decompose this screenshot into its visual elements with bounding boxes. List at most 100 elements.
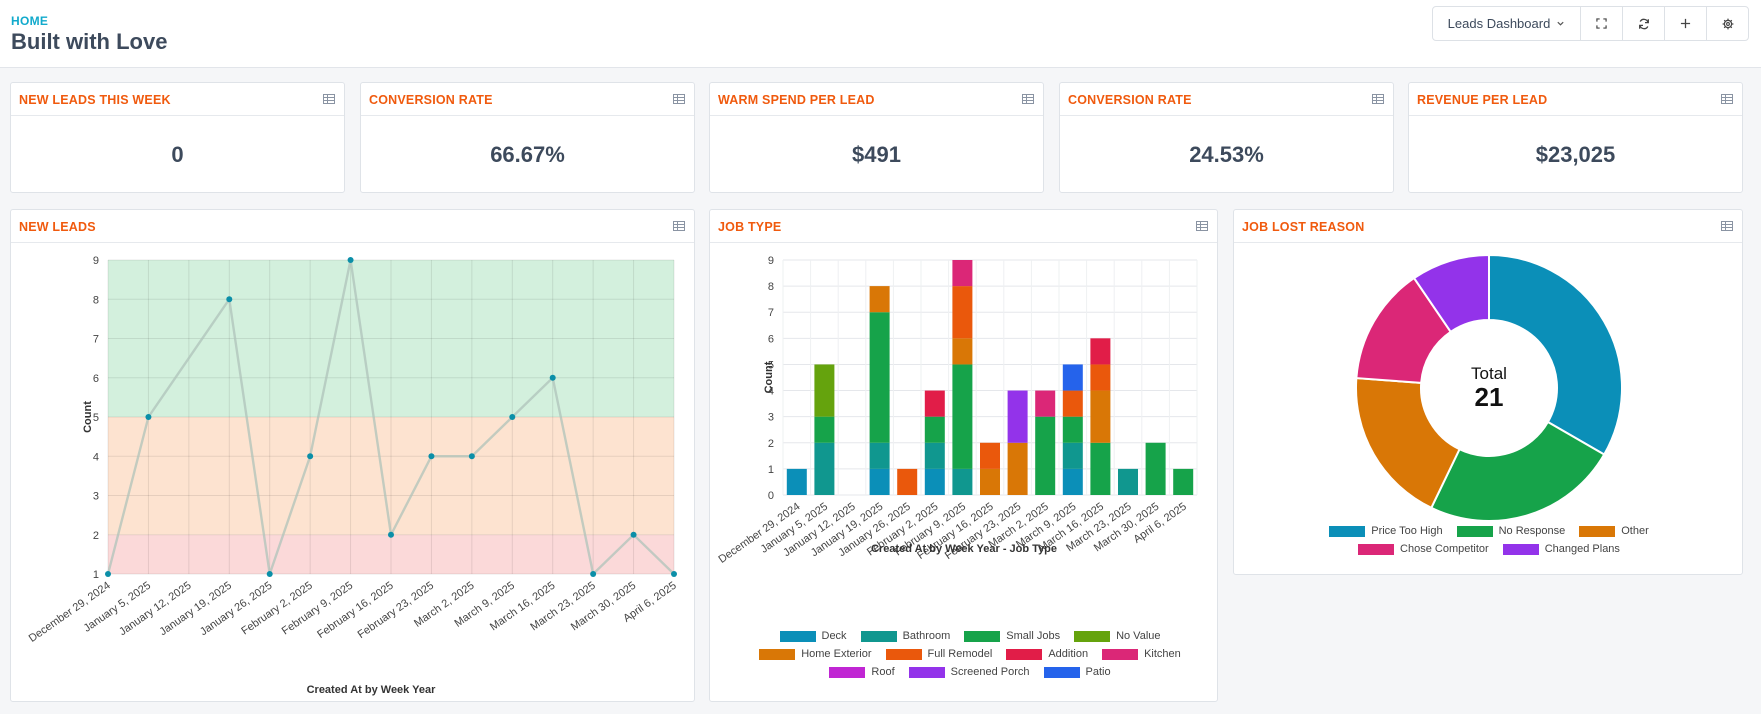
- data-point: [428, 453, 435, 460]
- x-axis-label: Created At by Week Year: [307, 684, 437, 696]
- bar-segment: [952, 260, 973, 287]
- y-axis-label: Count: [763, 361, 775, 393]
- legend-swatch: [779, 630, 816, 642]
- table-icon[interactable]: [322, 92, 336, 106]
- y-tick-label: 5: [93, 412, 99, 424]
- kpi-title: NEW LEADS THIS WEEK: [19, 93, 171, 107]
- x-tick-label: February 2, 2025: [239, 580, 315, 638]
- data-point: [307, 453, 314, 460]
- legend-item[interactable]: Chose Competitor: [1358, 543, 1489, 555]
- gear-icon: [1722, 18, 1733, 29]
- data-point: [590, 571, 597, 577]
- bar-segment: [869, 312, 890, 443]
- add-button[interactable]: [1664, 7, 1706, 40]
- x-tick-label: January 19, 2025: [157, 580, 234, 639]
- table-icon[interactable]: [1720, 92, 1734, 106]
- legend-label: Addition: [1048, 648, 1089, 660]
- legend-item[interactable]: Price Too High: [1329, 525, 1443, 537]
- legend-item[interactable]: Other: [1579, 525, 1649, 537]
- bar-segment: [814, 442, 835, 495]
- bar-segment: [1007, 390, 1028, 443]
- bar-segment: [1035, 390, 1056, 417]
- x-tick-label: January 12, 2025: [117, 580, 194, 639]
- kpi-value: $491: [852, 142, 901, 167]
- bar-segment: [1090, 390, 1111, 443]
- legend-item[interactable]: Changed Plans: [1502, 543, 1620, 555]
- legend-item[interactable]: Patio: [1043, 666, 1111, 678]
- donut-center-value: 21: [1475, 382, 1504, 412]
- bar-segment: [869, 468, 890, 495]
- legend-swatch: [1579, 525, 1616, 537]
- kpi-value: 0: [171, 142, 184, 167]
- legend-swatch: [1006, 648, 1043, 660]
- panel-title: JOB TYPE: [718, 220, 782, 234]
- legend-item[interactable]: Roof: [829, 666, 895, 678]
- bar-segment: [980, 442, 1000, 469]
- legend-label: Price Too High: [1371, 525, 1443, 537]
- y-tick-label: 0: [768, 490, 774, 502]
- legend-item[interactable]: Full Remodel: [885, 648, 992, 660]
- dashboard-select-label: Leads Dashboard: [1447, 16, 1551, 31]
- new-leads-panel: NEW LEADS 1 2 3 4 5 6 7 8 9 December 29, 2024 Janu…: [10, 209, 695, 702]
- table-icon[interactable]: [1195, 219, 1209, 233]
- pie-slice: [1429, 420, 1606, 522]
- refresh-button[interactable]: [1622, 7, 1664, 40]
- bar-segment: [1118, 468, 1138, 495]
- x-axis-label: Created At by Week Year - Job Type: [871, 543, 1057, 555]
- legend-item[interactable]: Kitchen: [1102, 648, 1181, 660]
- legend-item[interactable]: Screened Porch: [908, 666, 1030, 678]
- legend-label: Roof: [871, 666, 895, 678]
- series-line: [106, 259, 675, 577]
- data-point: [630, 531, 637, 538]
- kpi-card-conversion-rate-2: CONVERSION RATE 24.53%: [1059, 82, 1394, 193]
- y-tick-label: 7: [93, 334, 99, 346]
- kpi-title: REVENUE PER LEAD: [1417, 93, 1548, 107]
- legend-swatch: [964, 630, 1001, 642]
- settings-button[interactable]: [1706, 7, 1748, 40]
- bar-segment: [1062, 364, 1083, 391]
- legend-swatch: [908, 666, 945, 678]
- bar-segment: [814, 364, 835, 417]
- table-icon[interactable]: [1021, 92, 1035, 106]
- legend-item[interactable]: Addition: [1006, 648, 1088, 660]
- fullscreen-button[interactable]: [1580, 7, 1622, 40]
- y-tick-label: 5: [768, 359, 774, 371]
- bar-segment: [1035, 416, 1056, 495]
- bar-segment: [869, 286, 890, 313]
- refresh-icon: [1638, 18, 1649, 29]
- kpi-card-new-leads: NEW LEADS THIS WEEK 0: [10, 82, 345, 193]
- bar-segment: [980, 468, 1000, 495]
- table-icon[interactable]: [1371, 92, 1385, 106]
- legend-item[interactable]: No Value: [1074, 630, 1161, 642]
- dashboard-select[interactable]: Leads Dashboard: [1433, 7, 1580, 40]
- job-type-legend: Deck Bathroom Small Jobs No Value Home Exter…: [750, 630, 1190, 684]
- legend-item[interactable]: Home Exterior: [759, 648, 872, 660]
- y-tick-label: 4: [768, 386, 774, 398]
- table-icon[interactable]: [1720, 219, 1734, 233]
- legend-item[interactable]: Small Jobs: [964, 630, 1060, 642]
- y-tick-label: 4: [93, 451, 99, 463]
- breadcrumb[interactable]: HOME: [11, 14, 49, 28]
- bar-segment: [1145, 442, 1166, 495]
- bar-segment: [924, 416, 945, 443]
- legend-label: Small Jobs: [1006, 630, 1061, 642]
- table-icon[interactable]: [672, 92, 686, 106]
- data-point: [671, 571, 677, 577]
- legend-swatch: [1502, 543, 1539, 555]
- pie-slice: [1412, 253, 1490, 334]
- legend-item[interactable]: Deck: [779, 630, 847, 642]
- legend-item[interactable]: No Response: [1456, 525, 1565, 537]
- bar-segment: [1062, 390, 1083, 417]
- bar-segment: [814, 416, 835, 443]
- table-icon[interactable]: [672, 219, 686, 233]
- y-tick-label: 7: [768, 307, 774, 319]
- data-point: [145, 414, 152, 420]
- bar-segment: [952, 286, 973, 339]
- page-title: Built with Love: [11, 29, 168, 54]
- data-point: [549, 374, 556, 381]
- job-type-panel: JOB TYPE 0 1 2 3 4 5 6 7 8 9 December 29, 2024 Janu…: [709, 209, 1218, 702]
- job-lost-legend: Price Too High No Response Other Chose Comp…: [1254, 525, 1724, 561]
- legend-item[interactable]: Bathroom: [860, 630, 950, 642]
